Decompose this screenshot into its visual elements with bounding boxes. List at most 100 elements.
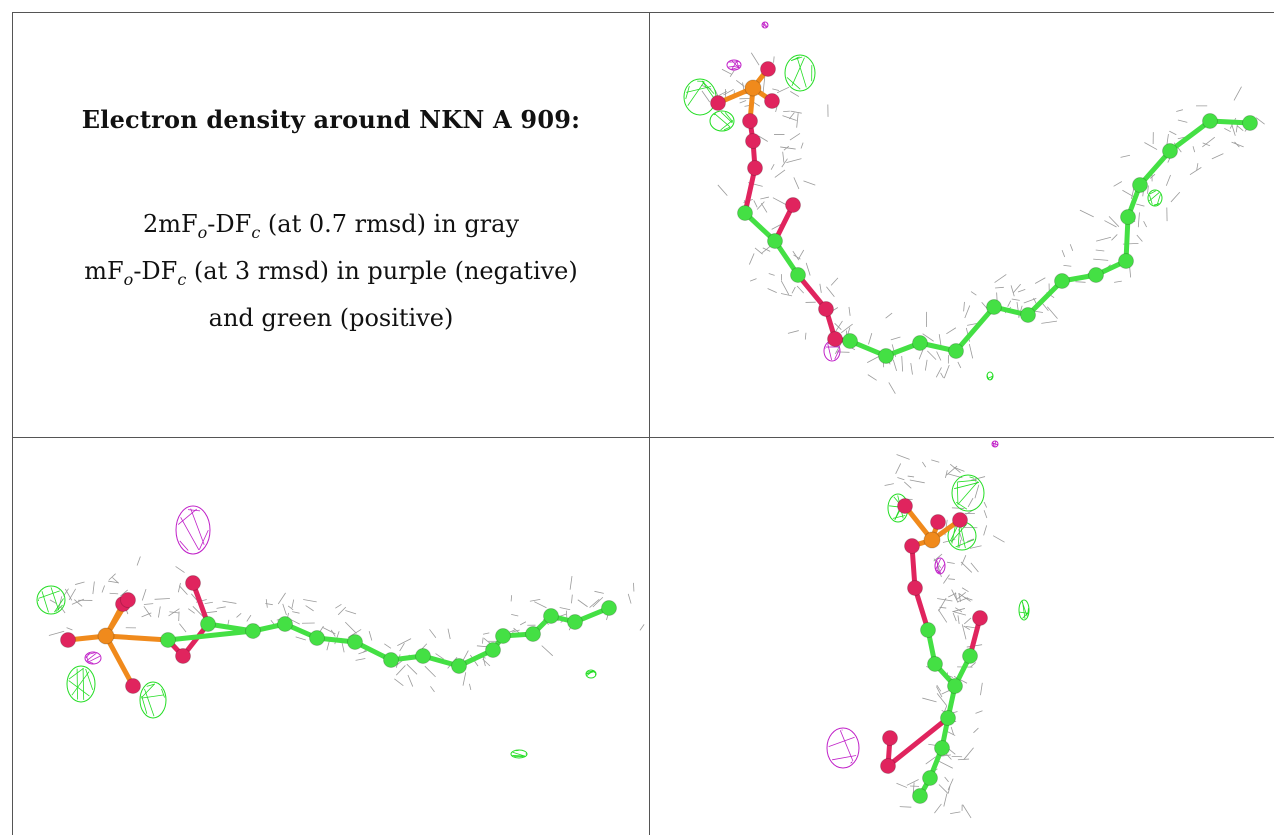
mesh-segment — [983, 501, 988, 508]
mesh-segment — [1176, 109, 1183, 112]
mesh-segment — [1189, 167, 1202, 176]
mesh-segment — [953, 466, 965, 472]
mesh-segment — [1096, 236, 1112, 242]
mesh-segment — [534, 601, 547, 609]
mesh-segment — [760, 202, 768, 213]
positive-density-blob-outline — [139, 681, 167, 719]
negative-density-blob-wire — [938, 564, 945, 574]
mesh-segment — [435, 653, 445, 660]
negative-density-blob-wire — [198, 529, 209, 550]
negative-density-blob-wire — [936, 560, 939, 573]
mesh-segment — [754, 247, 763, 255]
caption-line-2fo: 2mFo-DFc (at 0.7 rmsd) in gray — [142, 210, 520, 242]
mesh-segment — [975, 710, 983, 714]
mesh-segment — [627, 593, 632, 604]
mesh-segment — [48, 630, 65, 636]
positive-density-blob-wire — [791, 56, 800, 62]
mesh-segment — [510, 595, 513, 602]
mesh-segment — [399, 643, 405, 652]
mesh-segment — [971, 476, 986, 481]
mesh-segment — [750, 52, 760, 66]
mesh-segment — [1211, 153, 1224, 160]
mesh-segment — [192, 606, 204, 618]
mesh-segment — [169, 611, 180, 614]
positive-density-blob-wire — [786, 77, 801, 90]
carbon-atom — [1242, 115, 1258, 131]
mesh-segment — [1224, 128, 1231, 133]
mesh-segment — [934, 803, 942, 814]
mesh-segment — [804, 332, 807, 340]
oxygen-atom — [972, 610, 988, 626]
mesh-segment — [1136, 234, 1143, 242]
mesh-segment — [1196, 163, 1199, 171]
positive-density-blob-wire — [1153, 203, 1159, 206]
oxygen-atom — [907, 580, 923, 596]
mesh-segment — [963, 747, 974, 760]
mesh-segment — [397, 638, 412, 646]
mesh-segment — [71, 598, 85, 605]
mesh-segment — [1202, 142, 1211, 147]
mesh-segment — [964, 305, 971, 319]
oxygen-atom — [747, 160, 763, 176]
mesh-segment — [282, 603, 287, 616]
mesh-segment — [511, 629, 520, 633]
mesh-segment — [760, 196, 770, 200]
mesh-segment — [970, 662, 976, 668]
carbon-atom — [543, 608, 559, 624]
mesh-segment — [1075, 281, 1086, 283]
oxygen-atom — [882, 730, 898, 746]
oxygen-atom — [827, 331, 843, 347]
mesh-segment — [1041, 302, 1049, 312]
positive-density-blob-wire — [687, 81, 705, 106]
negative-density-blob-wire — [88, 655, 100, 663]
positive-density-blob-wire — [512, 751, 526, 757]
mesh-segment — [303, 599, 317, 603]
ligand-bonds — [715, 66, 1253, 359]
mesh-segment — [287, 605, 294, 611]
mesh-segment — [424, 665, 436, 678]
positive-density-blob-outline — [510, 749, 528, 759]
mesh-segment — [909, 479, 925, 484]
positive-density-blob-wire — [990, 376, 993, 380]
density-view-side — [13, 438, 649, 835]
caption-line-positive: and green (positive) — [208, 303, 454, 332]
mesh-segment — [938, 597, 947, 612]
bond — [1025, 278, 1065, 318]
mesh-segment — [897, 477, 905, 481]
mesh-segment — [992, 535, 1005, 543]
positive-density-blob — [1147, 189, 1163, 207]
carbon-atom — [1088, 267, 1104, 283]
positive-density-blob-wire — [951, 525, 956, 544]
mesh-segment — [776, 86, 790, 94]
mesh-segment — [1069, 244, 1074, 251]
mesh-segment — [519, 621, 527, 626]
mesh-segment — [592, 596, 604, 608]
mesh-segment — [964, 617, 972, 625]
mesh-segment — [943, 793, 948, 807]
mesh-segment — [946, 561, 955, 564]
mesh-segment — [721, 68, 732, 75]
mesh-segment — [973, 727, 979, 734]
positive-density-blob-outline — [683, 78, 717, 116]
negative-density-blob-wire — [832, 755, 857, 761]
mesh-segment — [826, 286, 835, 298]
mesh-segment — [541, 645, 554, 657]
mesh-segment — [68, 588, 77, 601]
mesh-segment — [639, 624, 645, 631]
mesh-segment — [969, 545, 982, 549]
table-horizontal-divider — [12, 437, 1274, 438]
ligand-atoms — [880, 498, 988, 804]
oxygen-atom — [897, 498, 913, 514]
negative-density-blob-wire — [86, 655, 89, 663]
mesh-segment — [936, 351, 942, 361]
mesh-segment — [395, 665, 406, 676]
oxygen-atom — [185, 575, 201, 591]
mesh-segment — [793, 177, 800, 190]
positive-density-blob-wire — [892, 515, 906, 519]
negative-density-blob-wire — [731, 60, 738, 70]
mesh-segment — [141, 588, 147, 601]
mesh-segment — [946, 327, 957, 335]
carbon-atom — [1054, 273, 1070, 289]
mesh-segment — [1177, 119, 1188, 123]
mesh-segment — [511, 613, 519, 617]
